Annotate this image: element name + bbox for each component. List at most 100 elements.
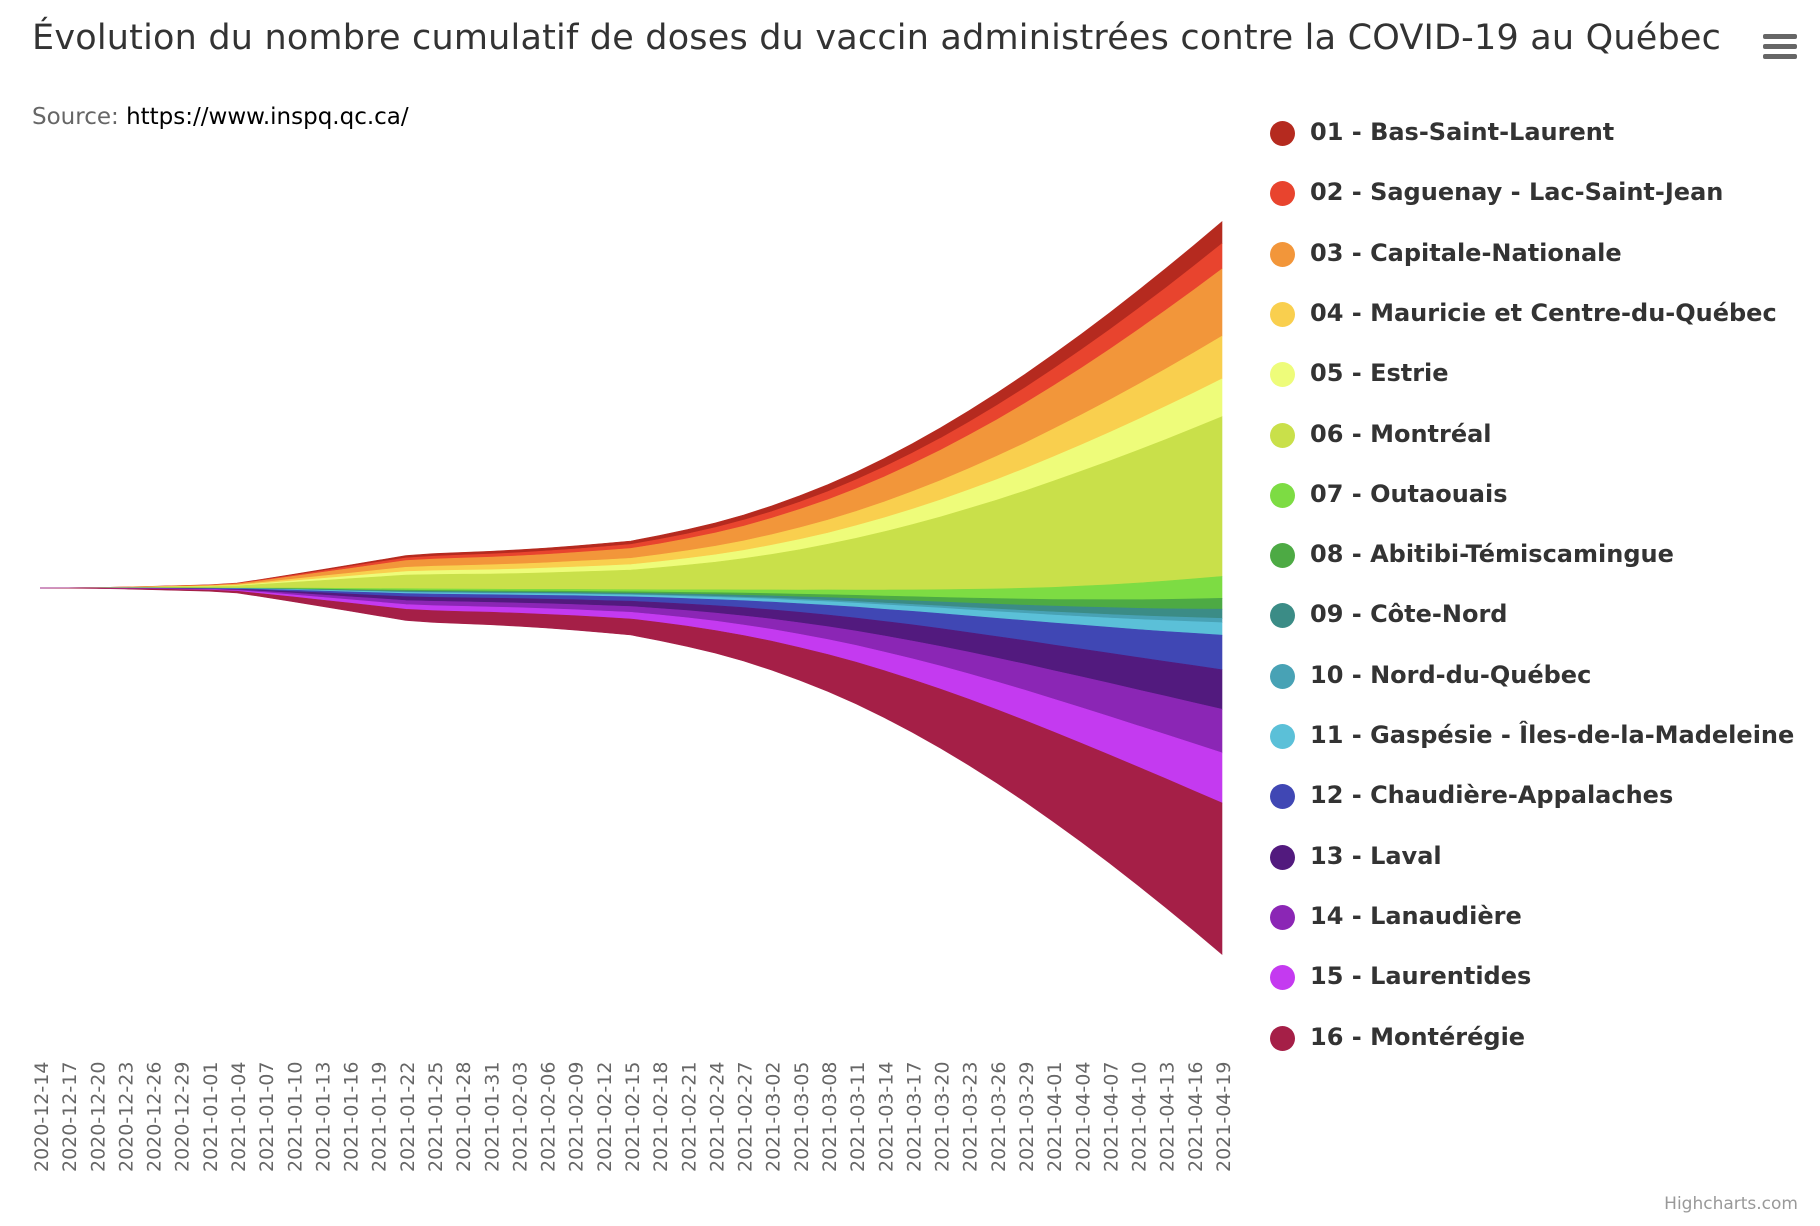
- legend-item[interactable]: 15 - Laurentides: [1270, 957, 1810, 997]
- x-tick-label: 2021-03-29: [1016, 1062, 1038, 1172]
- x-tick-label: 2021-02-21: [678, 1062, 700, 1172]
- legend-item[interactable]: 02 - Saguenay - Lac-Saint-Jean: [1270, 173, 1810, 213]
- x-tick-label: 2020-12-23: [115, 1062, 137, 1172]
- x-tick-label: 2021-04-13: [1157, 1062, 1179, 1172]
- legend-item[interactable]: 09 - Côte-Nord: [1270, 595, 1810, 635]
- legend-item[interactable]: 06 - Montréal: [1270, 415, 1810, 455]
- legend-item[interactable]: 14 - Lanaudière: [1270, 897, 1810, 937]
- legend-label: 10 - Nord-du-Québec: [1310, 660, 1592, 689]
- x-tick-label: 2021-03-14: [875, 1062, 897, 1172]
- legend-label: 03 - Capitale-Nationale: [1310, 238, 1622, 267]
- legend-item[interactable]: 13 - Laval: [1270, 837, 1810, 877]
- legend-item[interactable]: 01 - Bas-Saint-Laurent: [1270, 113, 1810, 153]
- legend-item[interactable]: 10 - Nord-du-Québec: [1270, 656, 1810, 696]
- legend-marker-icon: [1270, 543, 1295, 569]
- x-tick-label: 2021-03-23: [960, 1062, 982, 1172]
- legend-marker-icon: [1270, 844, 1295, 870]
- legend-marker-icon: [1270, 181, 1295, 207]
- legend-label: 14 - Lanaudière: [1310, 901, 1522, 930]
- legend-label: 02 - Saguenay - Lac-Saint-Jean: [1310, 178, 1724, 207]
- series-area-16[interactable]: [39, 587, 1223, 955]
- x-tick-label: 2021-03-20: [932, 1062, 954, 1172]
- x-tick-label: 2021-03-08: [819, 1062, 841, 1172]
- legend-label: 04 - Mauricie et Centre-du-Québec: [1310, 298, 1777, 327]
- x-tick-label: 2021-02-24: [706, 1062, 728, 1172]
- x-tick-label: 2021-04-07: [1100, 1062, 1122, 1172]
- x-tick-label: 2021-02-03: [509, 1062, 531, 1172]
- chart-subtitle: Source: https://www.inspq.qc.ca/: [32, 104, 409, 130]
- legend-item[interactable]: 11 - Gaspésie - Îles-de-la-Madeleine: [1270, 716, 1810, 756]
- x-tick-label: 2021-02-18: [650, 1062, 672, 1172]
- legend-item[interactable]: 03 - Capitale-Nationale: [1270, 234, 1810, 274]
- x-tick-label: 2020-12-14: [31, 1062, 53, 1172]
- legend-label: 07 - Outaouais: [1310, 479, 1508, 508]
- x-tick-label: 2020-12-17: [59, 1062, 81, 1172]
- legend-label: 11 - Gaspésie - Îles-de-la-Madeleine: [1310, 721, 1795, 749]
- legend-marker-icon: [1270, 121, 1295, 146]
- x-tick-label: 2020-12-20: [87, 1062, 109, 1172]
- legend-marker-icon: [1270, 904, 1295, 930]
- legend-item[interactable]: 07 - Outaouais: [1270, 475, 1810, 515]
- legend-label: 15 - Laurentides: [1310, 962, 1532, 991]
- x-tick-label: 2021-02-12: [594, 1062, 616, 1172]
- x-tick-label: 2021-01-31: [481, 1062, 503, 1172]
- source-link[interactable]: https://www.inspq.qc.ca/: [126, 104, 409, 130]
- x-tick-label: 2020-12-29: [172, 1062, 194, 1172]
- legend-item[interactable]: 05 - Estrie: [1270, 354, 1810, 394]
- legend-marker-icon: [1270, 241, 1295, 267]
- legend-marker-icon: [1270, 603, 1295, 629]
- legend-marker-icon: [1270, 482, 1295, 508]
- legend-marker-icon: [1270, 301, 1295, 327]
- x-tick-label: 2021-01-28: [453, 1062, 475, 1172]
- x-tick-label: 2021-01-22: [397, 1062, 419, 1172]
- x-tick-label: 2021-03-05: [791, 1062, 813, 1172]
- legend-item[interactable]: 08 - Abitibi-Témiscamingue: [1270, 535, 1810, 575]
- legend-label: 09 - Côte-Nord: [1310, 600, 1508, 629]
- legend-item[interactable]: 16 - Montérégie: [1270, 1018, 1810, 1058]
- x-tick-label: 2021-01-19: [369, 1062, 391, 1172]
- x-tick-label: 2021-01-07: [256, 1062, 278, 1172]
- x-tick-label: 2021-04-01: [1044, 1062, 1066, 1172]
- x-tick-label: 2021-01-10: [284, 1062, 306, 1172]
- legend-marker-icon: [1270, 663, 1295, 689]
- x-tick-label: 2021-04-04: [1072, 1062, 1094, 1172]
- legend-marker-icon: [1270, 784, 1295, 810]
- legend-marker-icon: [1270, 965, 1295, 991]
- source-label: Source:: [32, 104, 127, 130]
- x-tick-label: 2021-04-19: [1213, 1062, 1235, 1172]
- x-tick-label: 2021-02-06: [538, 1062, 560, 1172]
- chart-title: Évolution du nombre cumulatif de doses d…: [32, 18, 1722, 58]
- x-axis-tick-labels: 2020-12-14 2020-12-17 2020-12-20 2020-12-23…: [31, 1062, 1235, 1172]
- x-tick-label: 2021-01-16: [341, 1062, 363, 1172]
- legend-marker-icon: [1270, 362, 1295, 388]
- x-tick-label: 2021-03-11: [847, 1062, 869, 1172]
- legend-label: 08 - Abitibi-Témiscamingue: [1310, 540, 1674, 569]
- x-tick-label: 2021-01-01: [200, 1062, 222, 1172]
- x-tick-label: 2021-02-27: [735, 1062, 757, 1172]
- x-tick-label: 2021-03-02: [763, 1062, 785, 1172]
- legend-item[interactable]: 04 - Mauricie et Centre-du-Québec: [1270, 294, 1810, 334]
- legend-label: 16 - Montérégie: [1310, 1022, 1526, 1051]
- legend-marker-icon: [1270, 1025, 1295, 1051]
- legend-label: 01 - Bas-Saint-Laurent: [1310, 118, 1615, 146]
- x-tick-label: 2021-02-15: [622, 1062, 644, 1172]
- legend-marker-icon: [1270, 422, 1295, 448]
- x-tick-label: 2021-04-10: [1129, 1062, 1151, 1172]
- x-tick-label: 2021-03-26: [988, 1062, 1010, 1172]
- x-tick-label: 2021-01-25: [425, 1062, 447, 1172]
- stream-areas: [39, 221, 1223, 955]
- legend-label: 12 - Chaudière-Appalaches: [1310, 781, 1674, 810]
- x-tick-label: 2021-04-16: [1185, 1062, 1207, 1172]
- hamburger-menu-icon[interactable]: [1763, 34, 1797, 64]
- x-tick-label: 2020-12-26: [144, 1062, 166, 1172]
- streamgraph-chart: 2020-12-14 2020-12-17 2020-12-20 2020-12-23…: [31, 221, 1235, 1172]
- x-tick-label: 2021-03-17: [903, 1062, 925, 1172]
- x-tick-label: 2021-02-09: [566, 1062, 588, 1172]
- x-tick-label: 2021-01-04: [228, 1062, 250, 1172]
- x-tick-label: 2021-01-13: [312, 1062, 334, 1172]
- legend-label: 13 - Laval: [1310, 841, 1442, 870]
- highcharts-credits[interactable]: Highcharts.com: [1664, 1194, 1798, 1214]
- legend-label: 06 - Montréal: [1310, 419, 1492, 448]
- legend-item[interactable]: 12 - Chaudière-Appalaches: [1270, 776, 1810, 816]
- legend-marker-icon: [1270, 724, 1295, 749]
